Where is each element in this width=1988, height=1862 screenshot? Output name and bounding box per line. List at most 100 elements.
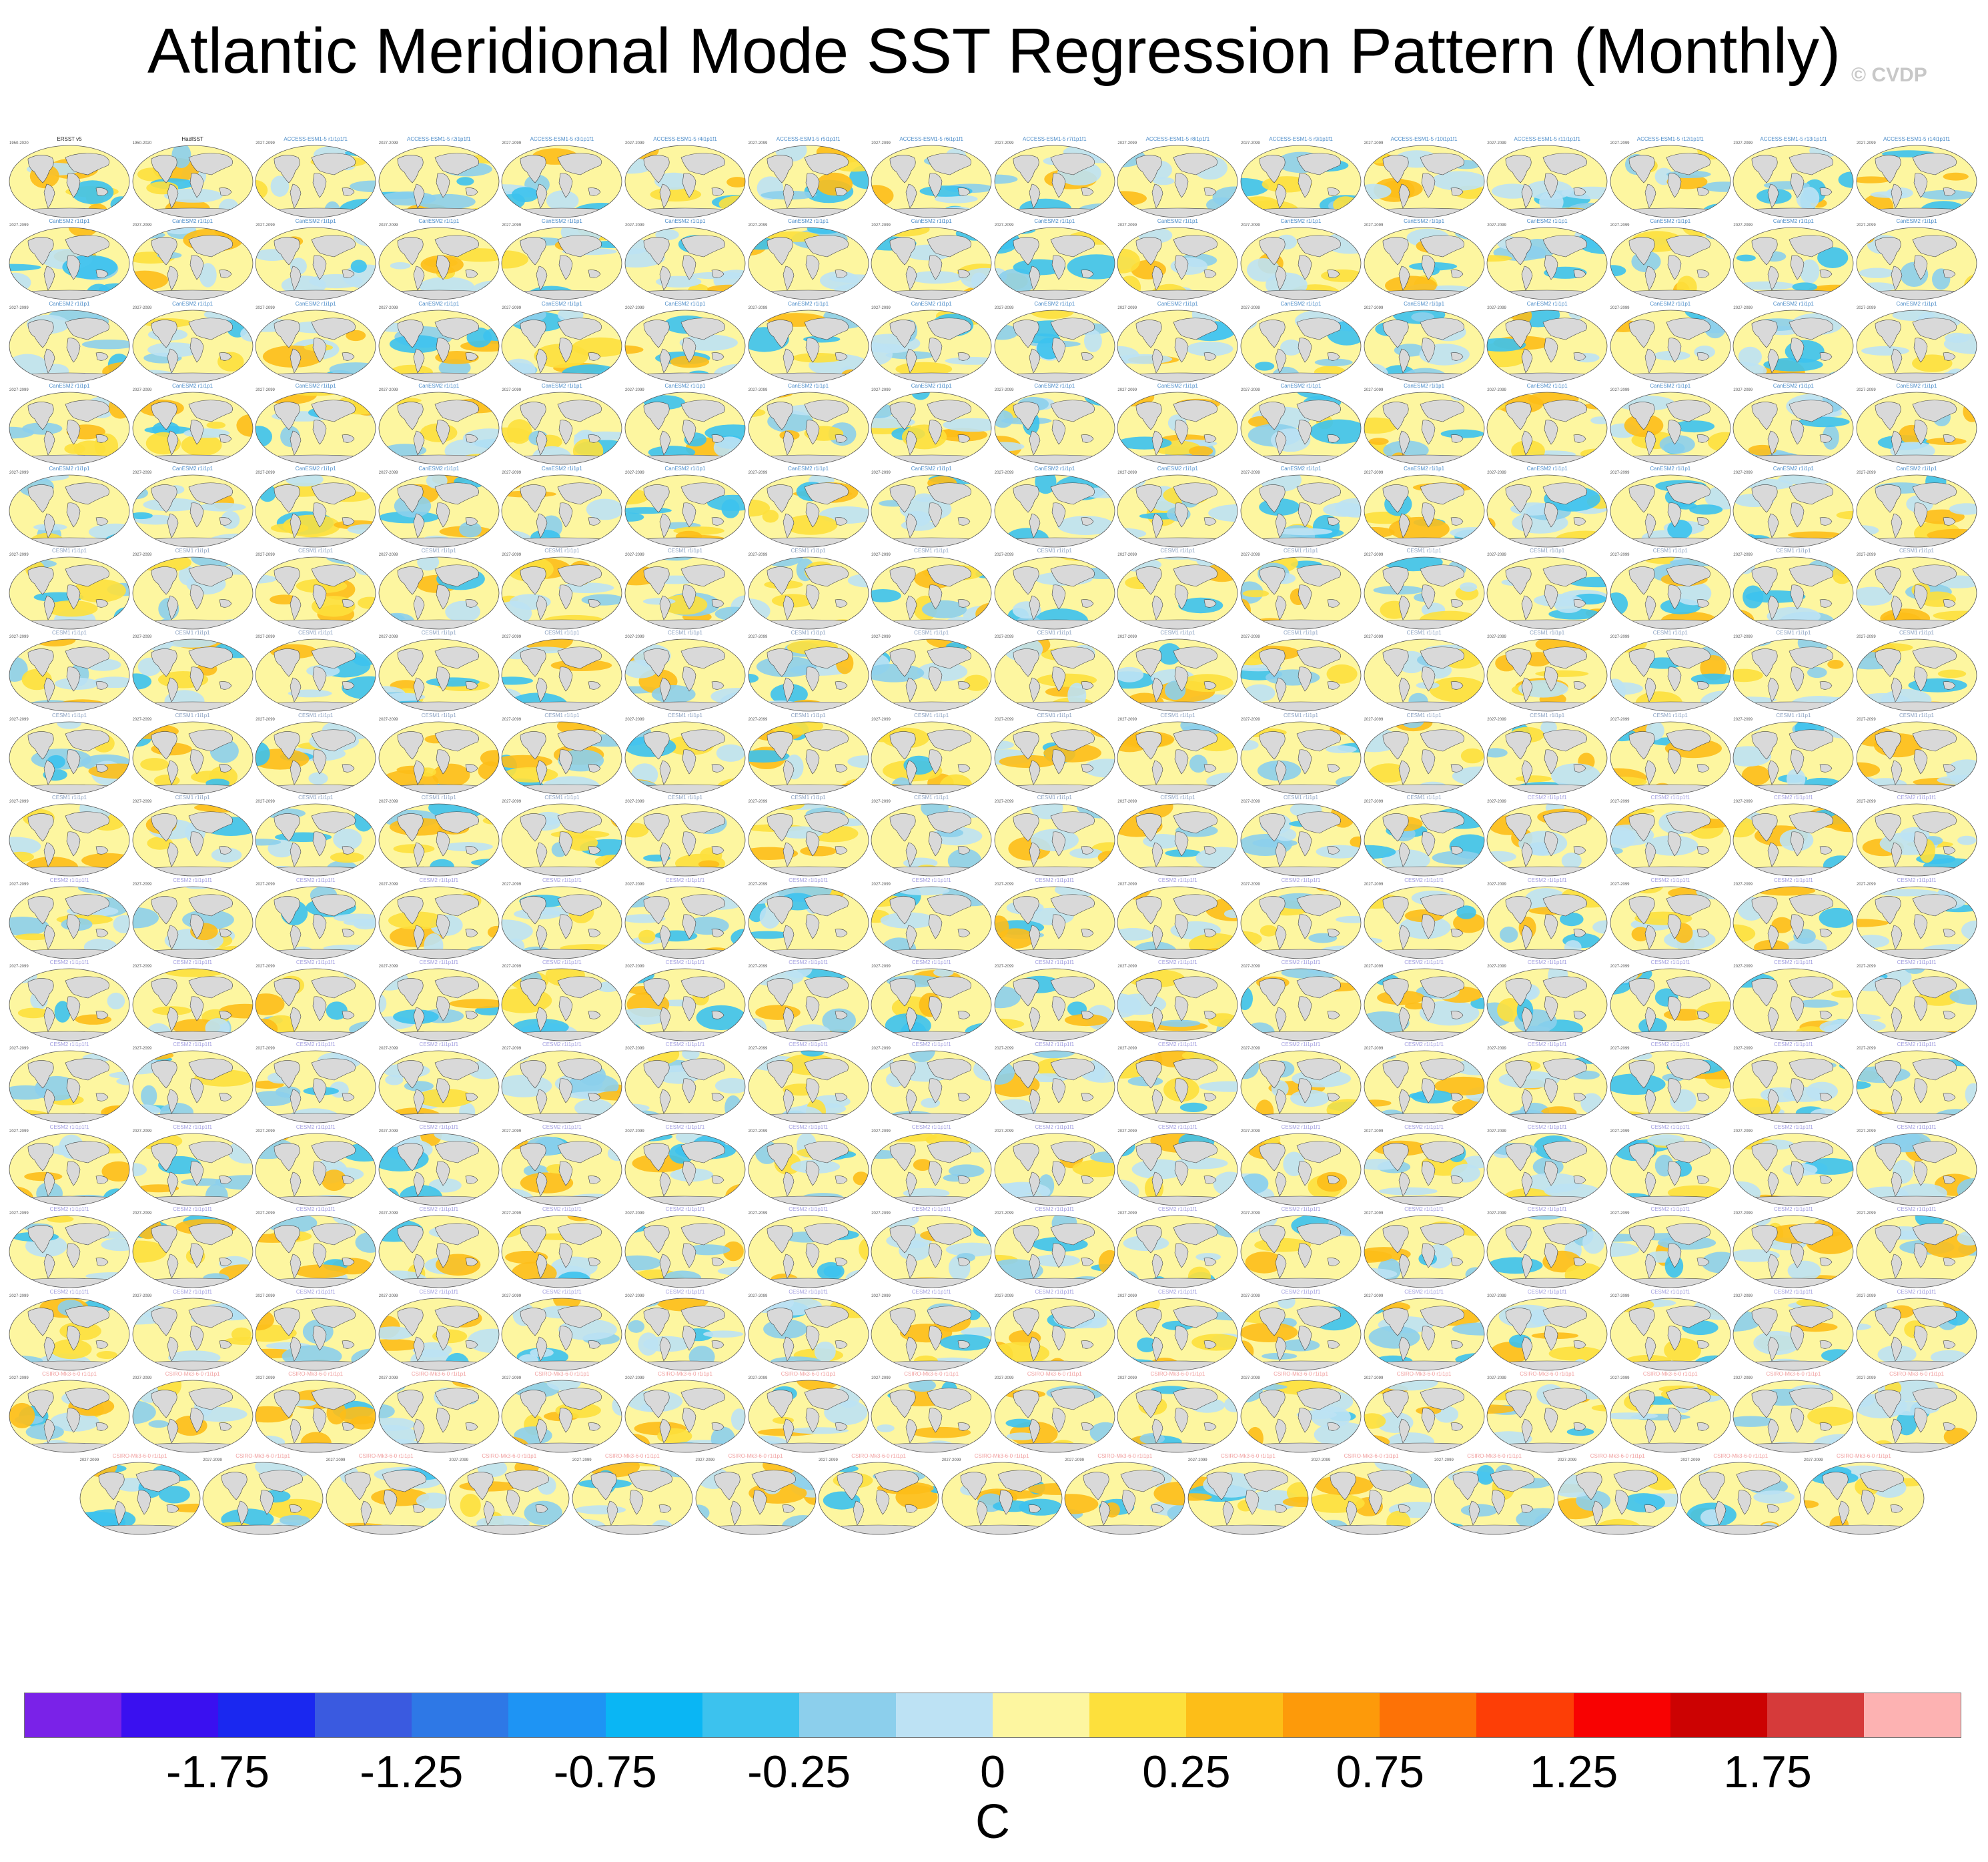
- map-panel: CESM2 r1i1p1f1 2027-2099: [993, 1041, 1116, 1124]
- map-panel-title: CESM2 r1i1p1f1: [1281, 1041, 1321, 1048]
- world-map-icon: [624, 310, 746, 383]
- map-panel-title: CanESM2 r1i1p1: [788, 300, 829, 307]
- map-panel-years: 2027-2099: [1487, 1294, 1506, 1298]
- map-panel: CESM2 r1i1p1f1 2027-2099: [624, 1206, 747, 1289]
- map-panel-title: CESM2 r1i1p1f1: [1897, 1206, 1937, 1213]
- map-panel-years: 2027-2099: [1487, 717, 1506, 722]
- world-map-icon: [132, 1050, 253, 1123]
- world-map-icon: [501, 1133, 622, 1206]
- world-map-icon: [1434, 1462, 1555, 1535]
- map-panel-years: 2027-2099: [378, 1212, 398, 1216]
- map-panel-title: CESM2 r1i1p1f1: [1281, 1206, 1321, 1213]
- world-map-icon: [748, 803, 869, 877]
- world-map-icon: [132, 721, 253, 795]
- world-map-icon: [378, 1215, 500, 1288]
- map-panel-years: 2027-2099: [1733, 1376, 1753, 1380]
- map-panel-years: 2027-2099: [1733, 635, 1753, 640]
- map-panel-title: CSIRO-Mk3-6-0 r1i1p1: [42, 1371, 97, 1377]
- map-panel-years: 2027-2099: [1857, 1294, 1876, 1298]
- map-panel-title: CanESM2 r1i1p1: [1896, 300, 1937, 307]
- map-panel: CESM2 r1i1p1f1 2027-2099: [993, 959, 1116, 1042]
- map-panel-years: 2027-2099: [256, 717, 275, 722]
- world-map-icon: [255, 392, 376, 465]
- map-panel-title: CESM1 r1i1p1: [791, 548, 826, 554]
- map-panel-title: CESM1 r1i1p1: [667, 795, 703, 801]
- world-map-icon: [1486, 638, 1608, 712]
- map-panel-title: HadISST: [181, 136, 203, 142]
- map-panel-years: 2027-2099: [1487, 223, 1506, 228]
- world-map-icon: [1240, 886, 1362, 959]
- map-panel-title: CESM2 r1i1p1f1: [1527, 795, 1567, 801]
- map-panel-years: 2027-2099: [1241, 882, 1260, 887]
- map-panel: ACCESS-ESM1-5 r9i1p1f1 2027-2099: [1239, 136, 1362, 219]
- map-panel-years: 2027-2099: [378, 470, 398, 475]
- map-panel: CESM2 r1i1p1f1 2027-2099: [1239, 1289, 1362, 1372]
- world-map-icon: [1117, 1133, 1238, 1206]
- map-panel-title: CSIRO-Mk3-6-0 r1i1p1: [112, 1453, 167, 1460]
- world-map-icon: [748, 392, 869, 465]
- map-panel: CESM1 r1i1p1 2027-2099: [1732, 713, 1855, 795]
- colorbar-units: C: [975, 1795, 1010, 1849]
- map-panel-years: 2027-2099: [1857, 388, 1876, 393]
- map-panel-years: 2027-2099: [1241, 1047, 1260, 1051]
- map-panel-years: 2027-2099: [1733, 223, 1753, 228]
- map-panel-title: ACCESS-ESM1-5 r11i1p1f1: [1514, 136, 1580, 142]
- map-panel-years: 2027-2099: [256, 1047, 275, 1051]
- map-panel-title: CESM2 r1i1p1f1: [173, 959, 212, 965]
- map-panel: ACCESS-ESM1-5 r13i1p1f1 2027-2099: [1732, 136, 1855, 219]
- map-panel-years: 2027-2099: [256, 223, 275, 228]
- map-panel-years: 2027-2099: [1610, 717, 1630, 722]
- map-panel: CanESM2 r1i1p1 2027-2099: [131, 218, 254, 301]
- map-panel: CESM1 r1i1p1 2027-2099: [870, 795, 993, 877]
- map-panel-title: ERSST v5: [57, 136, 82, 142]
- world-map-icon: [255, 1298, 376, 1370]
- world-map-icon: [871, 556, 992, 630]
- map-panel: CESM2 r1i1p1f1 2027-2099: [624, 959, 747, 1042]
- world-map-icon: [624, 392, 746, 465]
- map-panel: CESM2 r1i1p1f1 2027-2099: [1486, 795, 1608, 877]
- map-panel-title: CanESM2 r1i1p1: [49, 465, 90, 472]
- map-panel-title: CESM1 r1i1p1: [175, 630, 210, 636]
- map-panel-title: CESM2 r1i1p1f1: [911, 1206, 951, 1213]
- world-map-icon: [501, 1380, 622, 1453]
- map-panel-title: CESM2 r1i1p1f1: [296, 1123, 336, 1130]
- map-panel-years: 2027-2099: [502, 635, 522, 640]
- map-panel-years: 2027-2099: [1857, 717, 1876, 722]
- map-panel-title: CESM2 r1i1p1f1: [419, 1288, 459, 1295]
- world-map-icon: [9, 227, 130, 300]
- map-panel-years: 2027-2099: [1241, 470, 1260, 475]
- world-map-icon: [748, 556, 869, 630]
- map-panel-years: 2027-2099: [748, 1129, 768, 1133]
- map-panel-years: 2027-2099: [1733, 470, 1753, 475]
- map-panel-title: CSIRO-Mk3-6-0 r1i1p1: [781, 1371, 836, 1377]
- map-panel-title: CESM2 r1i1p1f1: [49, 877, 89, 883]
- map-panel-years: 2027-2099: [1733, 306, 1753, 310]
- map-panel-title: CESM2 r1i1p1f1: [1650, 1123, 1690, 1130]
- world-map-icon: [1486, 886, 1608, 959]
- map-panel: CESM2 r1i1p1f1 2027-2099: [378, 877, 500, 960]
- map-panel: CSIRO-Mk3-6-0 r1i1p1 2027-2099: [1732, 1371, 1855, 1454]
- world-map-icon: [572, 1462, 693, 1535]
- map-panel-years: 2027-2099: [871, 1047, 891, 1051]
- map-panel-title: CESM2 r1i1p1f1: [49, 1206, 89, 1213]
- map-panel: CanESM2 r1i1p1 2027-2099: [993, 301, 1116, 384]
- map-panel-years: 2027-2099: [1487, 388, 1506, 393]
- map-panel-years: 2027-2099: [132, 1376, 152, 1380]
- map-panel: CESM2 r1i1p1f1 2027-2099: [254, 1124, 377, 1207]
- map-panel: CESM1 r1i1p1 2027-2099: [624, 713, 747, 795]
- map-panel-years: 2027-2099: [1434, 1458, 1454, 1463]
- world-map-icon: [624, 145, 746, 218]
- world-map-icon: [1803, 1462, 1925, 1535]
- map-panel-years: 2027-2099: [1241, 800, 1260, 805]
- map-panel-title: CESM2 r1i1p1f1: [419, 1123, 459, 1130]
- world-map-icon: [9, 1380, 130, 1453]
- map-panel: CESM2 r1i1p1f1 2027-2099: [747, 1289, 870, 1372]
- world-map-icon: [994, 474, 1115, 547]
- map-panel: CanESM2 r1i1p1 2027-2099: [1609, 383, 1732, 466]
- map-panel-years: 2027-2099: [1857, 800, 1876, 805]
- map-panel-title: CanESM2 r1i1p1: [1280, 218, 1322, 225]
- colorbar-swatch: [1573, 1693, 1670, 1737]
- map-panel-title: CESM2 r1i1p1f1: [1404, 1041, 1444, 1048]
- map-panel-years: 2027-2099: [1857, 470, 1876, 475]
- map-panel: CESM2 r1i1p1f1 2027-2099: [1609, 1124, 1732, 1207]
